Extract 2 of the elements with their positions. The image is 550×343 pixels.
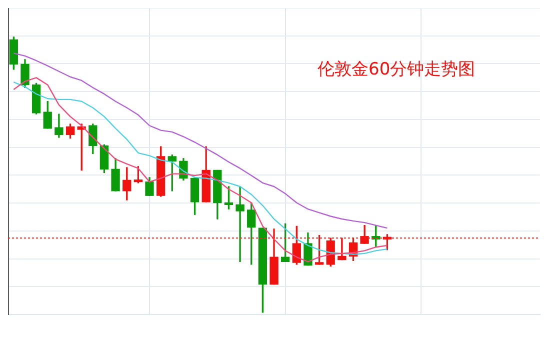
text: 伦敦金60分钟走势图 <box>318 59 476 80</box>
candlestick <box>236 186 244 262</box>
